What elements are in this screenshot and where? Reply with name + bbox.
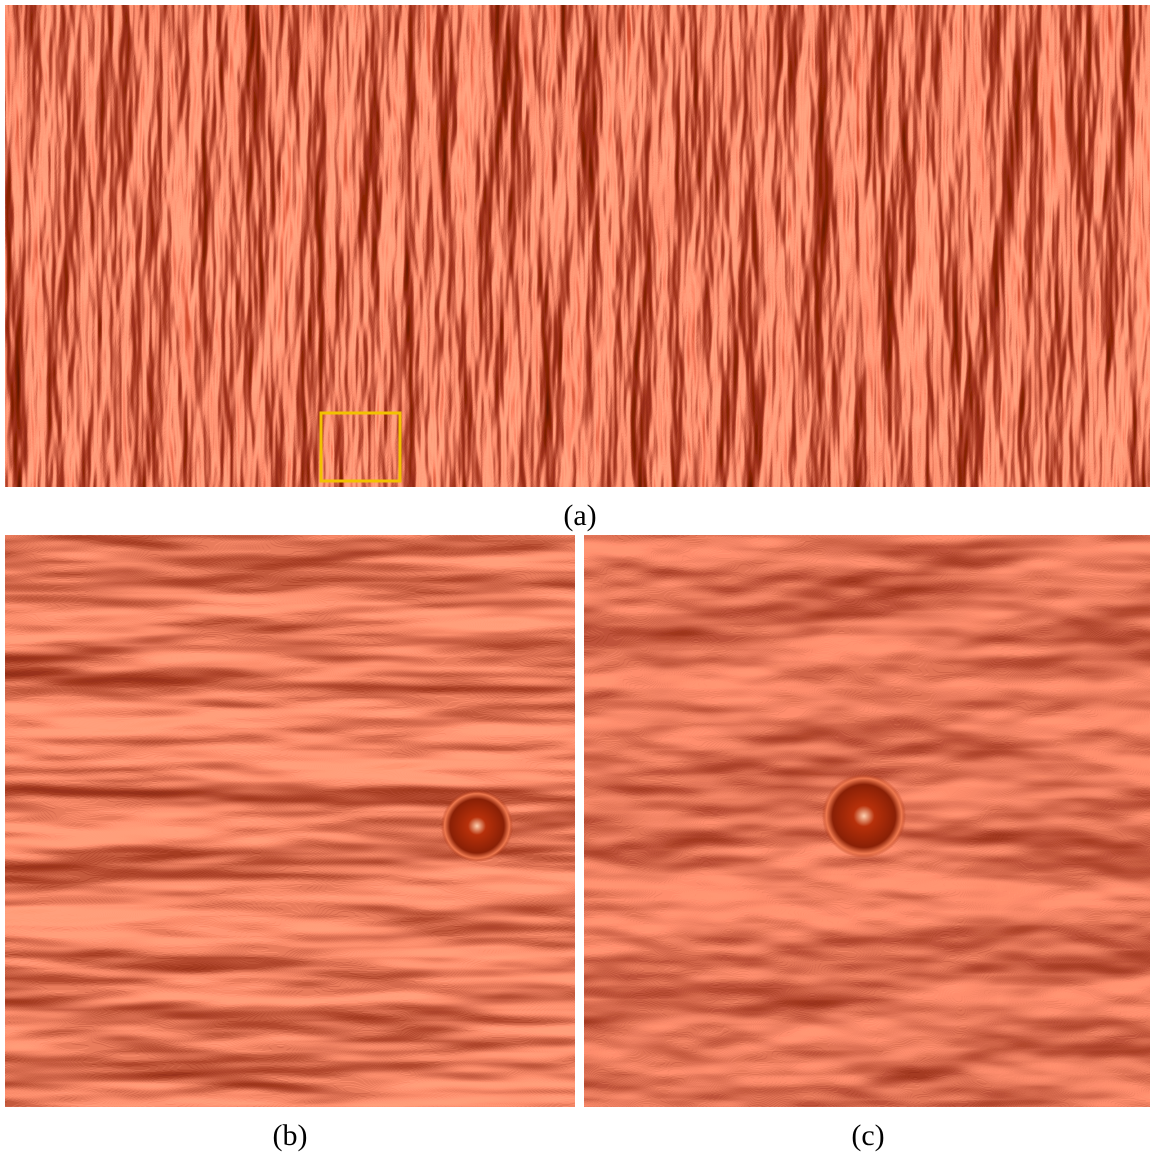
panel-label: (b) xyxy=(273,1119,308,1152)
page: (a) (b) (c) (() => { const data = JSON.p… xyxy=(0,0,1155,1154)
polyp xyxy=(441,790,513,862)
panel-label: (a) xyxy=(563,499,596,532)
panel-a-image xyxy=(5,5,1150,487)
figure: (a) (b) (c) xyxy=(0,0,1155,1154)
polyp xyxy=(822,774,906,858)
panel-label: (c) xyxy=(851,1119,884,1152)
